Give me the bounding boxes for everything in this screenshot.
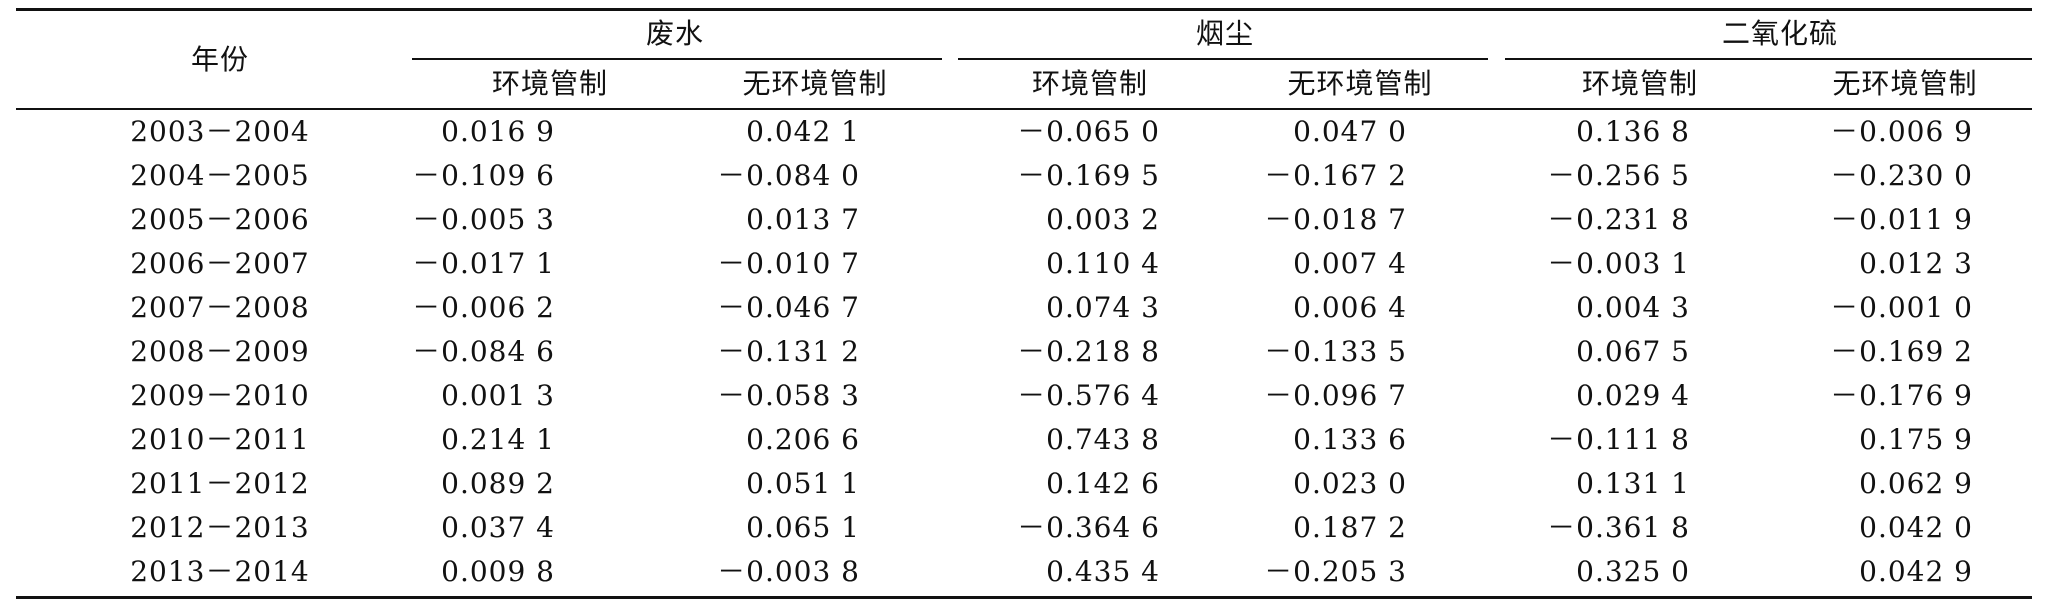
table-cell-value: 0.435 4	[1046, 555, 1160, 588]
table-cell-value: －0.364 6	[1017, 511, 1160, 544]
table-cell-value: 0.074 3	[1046, 291, 1160, 324]
table-cell-value: －0.046 7	[717, 291, 860, 324]
table-row-year: 2013－2014	[130, 555, 310, 588]
table-cell-value: －0.176 9	[1830, 379, 1973, 412]
table-cell-value: －0.006 9	[1830, 115, 1973, 148]
table-cell-value: 0.004 3	[1576, 291, 1690, 324]
group-rule-wastewater	[412, 58, 942, 60]
top-rule	[16, 8, 2032, 11]
table-cell-value: 0.042 0	[1859, 511, 1973, 544]
table-cell-value: －0.576 4	[1017, 379, 1160, 412]
table-cell-value: 0.131 1	[1576, 467, 1690, 500]
table-cell-value: －0.111 8	[1547, 423, 1690, 456]
table-cell-value: －0.011 9	[1830, 203, 1973, 236]
table-cell-value: －0.109 6	[412, 159, 555, 192]
table-row-year: 2011－2012	[130, 467, 310, 500]
table-cell-value: 0.047 0	[1293, 115, 1407, 148]
table-cell-value: 0.110 4	[1046, 247, 1160, 280]
table-cell-value: －0.256 5	[1547, 159, 1690, 192]
table-cell-value: －0.133 5	[1264, 335, 1407, 368]
table-cell-value: 0.012 3	[1859, 247, 1973, 280]
table-cell-value: －0.065 0	[1017, 115, 1160, 148]
table-cell-value: －0.017 1	[412, 247, 555, 280]
header-bottom-rule	[16, 108, 2032, 110]
table-cell-value: 0.009 8	[441, 555, 555, 588]
table-cell-value: －0.005 3	[412, 203, 555, 236]
header-year: 年份	[190, 43, 249, 76]
table-cell-value: －0.218 8	[1017, 335, 1160, 368]
table-cell-value: 0.187 2	[1293, 511, 1407, 544]
table-cell-value: －0.230 0	[1830, 159, 1973, 192]
header-sub-so2-unregulated: 无环境管制	[1832, 67, 1978, 100]
table-cell-value: 0.214 1	[441, 423, 555, 456]
table-cell-value: 0.065 1	[746, 511, 860, 544]
table-row-year: 2004－2005	[130, 159, 310, 192]
table-row-year: 2012－2013	[130, 511, 310, 544]
table-cell-value: 0.006 4	[1293, 291, 1407, 324]
table-cell-value: 0.089 2	[441, 467, 555, 500]
table-cell-value: －0.084 0	[717, 159, 860, 192]
table-cell-value: －0.001 0	[1830, 291, 1973, 324]
table-cell-value: 0.042 1	[746, 115, 860, 148]
table-row-year: 2009－2010	[130, 379, 310, 412]
table-cell-value: 0.175 9	[1859, 423, 1973, 456]
group-rule-dust	[958, 58, 1488, 60]
table-cell-value: －0.131 2	[717, 335, 860, 368]
table-cell-value: －0.018 7	[1264, 203, 1407, 236]
header-group-dust: 烟尘	[1195, 17, 1254, 50]
table-row-year: 2005－2006	[130, 203, 310, 236]
table-row-year: 2003－2004	[130, 115, 310, 148]
table-cell-value: 0.016 9	[441, 115, 555, 148]
table-cell-value: 0.029 4	[1576, 379, 1690, 412]
table-row-year: 2008－2009	[130, 335, 310, 368]
table-cell-value: －0.205 3	[1264, 555, 1407, 588]
table-cell-value: 0.325 0	[1576, 555, 1690, 588]
header-sub-dust-unregulated: 无环境管制	[1287, 67, 1433, 100]
table-cell-value: 0.062 9	[1859, 467, 1973, 500]
table-cell-value: 0.133 6	[1293, 423, 1407, 456]
table-cell-value: 0.136 8	[1576, 115, 1690, 148]
table-cell-value: 0.037 4	[441, 511, 555, 544]
table-cell-value: 0.743 8	[1046, 423, 1160, 456]
table-cell-value: 0.206 6	[746, 423, 860, 456]
table-cell-value: 0.001 3	[441, 379, 555, 412]
table-cell-value: －0.003 1	[1547, 247, 1690, 280]
header-group-so2: 二氧化硫	[1721, 17, 1838, 50]
table-cell-value: －0.169 5	[1017, 159, 1160, 192]
table-cell-value: －0.167 2	[1264, 159, 1407, 192]
table-cell-value: －0.084 6	[412, 335, 555, 368]
table-cell-value: 0.051 1	[746, 467, 860, 500]
table-cell-value: －0.058 3	[717, 379, 860, 412]
table-cell-value: 0.067 5	[1576, 335, 1690, 368]
table-cell-value: －0.006 2	[412, 291, 555, 324]
table-cell-value: －0.003 8	[717, 555, 860, 588]
header-sub-wastewater-unregulated: 无环境管制	[742, 67, 888, 100]
header-sub-so2-regulated: 环境管制	[1581, 67, 1698, 100]
header-sub-dust-regulated: 环境管制	[1031, 67, 1148, 100]
table-cell-value: 0.023 0	[1293, 467, 1407, 500]
table-row-year: 2010－2011	[130, 423, 310, 456]
table-cell-value: 0.042 9	[1859, 555, 1973, 588]
table-cell-value: －0.096 7	[1264, 379, 1407, 412]
table-row-year: 2007－2008	[130, 291, 310, 324]
table-cell-value: 0.003 2	[1046, 203, 1160, 236]
table-cell-value: －0.010 7	[717, 247, 860, 280]
header-group-wastewater: 废水	[645, 17, 704, 50]
group-rule-so2	[1505, 58, 2032, 60]
table-cell-value: 0.007 4	[1293, 247, 1407, 280]
bottom-rule	[16, 596, 2032, 599]
table-cell-value: －0.169 2	[1830, 335, 1973, 368]
table-cell-value: 0.142 6	[1046, 467, 1160, 500]
table-row-year: 2006－2007	[130, 247, 310, 280]
table-cell-value: 0.013 7	[746, 203, 860, 236]
header-sub-wastewater-regulated: 环境管制	[491, 67, 608, 100]
table-cell-value: －0.231 8	[1547, 203, 1690, 236]
table-cell-value: －0.361 8	[1547, 511, 1690, 544]
